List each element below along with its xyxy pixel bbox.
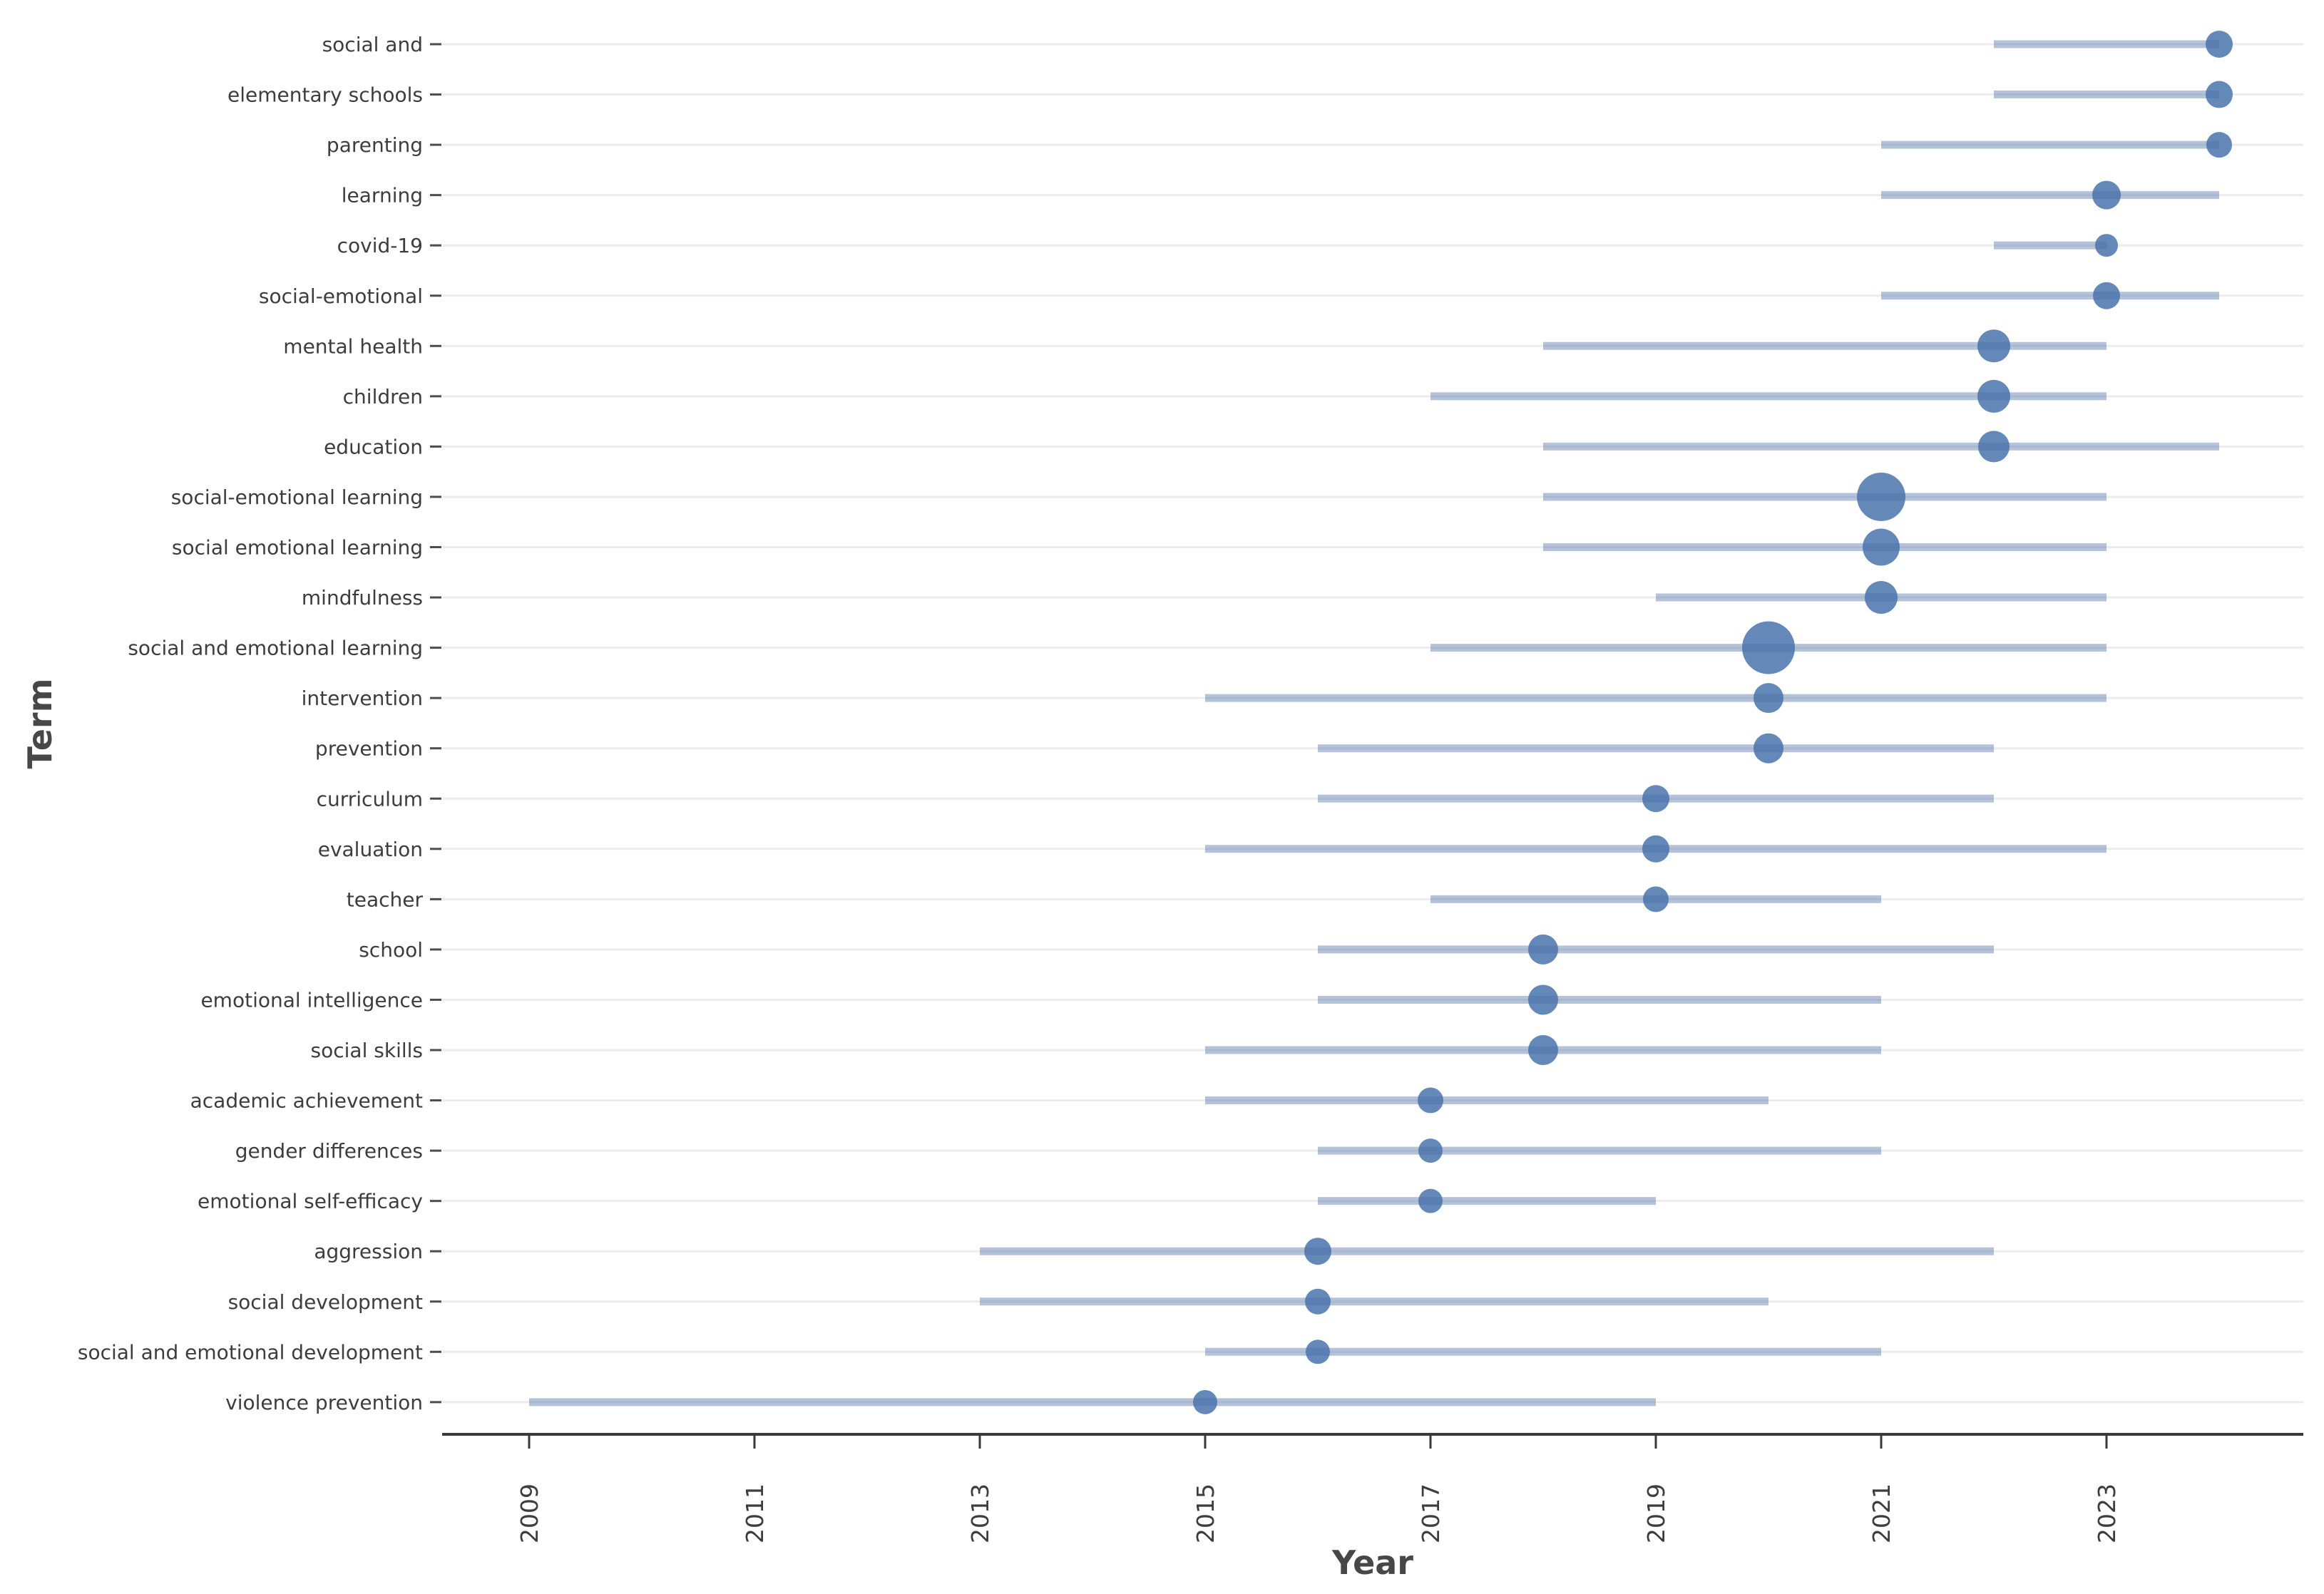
term-label: gender differences <box>235 1139 423 1163</box>
frequency-bubble <box>1977 329 2010 363</box>
bubbles-layer <box>1193 31 2233 1414</box>
term-label: mental health <box>283 334 423 358</box>
frequency-bubble <box>2206 81 2233 108</box>
term-label: children <box>343 385 423 408</box>
term-label: parenting <box>327 133 423 157</box>
term-label: education <box>324 435 423 458</box>
frequency-bubble <box>1528 1035 1558 1065</box>
frequency-bubble <box>2092 180 2121 210</box>
x-tick-label: 2017 <box>1417 1484 1445 1543</box>
term-label: social and <box>322 33 423 56</box>
frequency-bubble <box>1863 528 1900 566</box>
term-label: curriculum <box>317 787 423 811</box>
x-tick-label: 2009 <box>516 1484 543 1543</box>
frequency-bubble <box>1642 835 1669 863</box>
frequency-bubble <box>1306 1340 1330 1364</box>
term-label: social development <box>228 1290 423 1314</box>
frequency-bubble <box>1742 621 1795 674</box>
y-axis-layer: social and elementary schools parenting lea… <box>78 33 441 1414</box>
frequency-bubble <box>2206 132 2232 158</box>
term-label: social and emotional learning <box>128 637 423 660</box>
term-label: elementary schools <box>227 83 423 107</box>
term-label: covid-19 <box>337 234 423 257</box>
term-label: violence prevention <box>225 1391 423 1414</box>
frequency-bubble <box>1642 785 1669 813</box>
term-label: social and emotional development <box>78 1340 423 1364</box>
x-tick-label: 2023 <box>2093 1484 2121 1543</box>
term-label: aggression <box>314 1240 423 1263</box>
frequency-bubble <box>1418 1138 1443 1163</box>
term-label: social emotional learning <box>172 536 423 560</box>
frequency-bubble <box>1305 1288 1331 1315</box>
frequency-bubble <box>1528 934 1558 965</box>
term-label: mindfulness <box>302 586 423 610</box>
frequency-bubble <box>1304 1238 1331 1265</box>
x-tick-label: 2019 <box>1642 1484 1670 1543</box>
frequency-bubble <box>2095 234 2118 257</box>
frequency-bubble <box>2093 282 2120 309</box>
y-axis-title: Term <box>21 678 59 768</box>
frequency-bubble <box>1193 1389 1217 1414</box>
x-tick-label: 2015 <box>1192 1484 1219 1543</box>
term-label: evaluation <box>318 838 423 861</box>
term-label: academic achievement <box>190 1089 423 1113</box>
frequency-bubble <box>2206 31 2233 58</box>
term-label: emotional self-efficacy <box>198 1190 423 1213</box>
frequency-bubble <box>1418 1188 1443 1213</box>
frequency-bubble <box>1977 379 2010 413</box>
range-lines-layer <box>529 40 2219 1407</box>
frequency-bubble <box>1754 683 1783 714</box>
frequency-bubble <box>1978 431 2010 463</box>
x-tick-label: 2011 <box>741 1484 769 1543</box>
x-tick-label: 2013 <box>966 1484 994 1543</box>
term-label: intervention <box>302 687 423 710</box>
frequency-bubble <box>1528 984 1558 1015</box>
term-label: emotional intelligence <box>200 988 423 1012</box>
term-label: social-emotional learning <box>171 485 423 509</box>
frequency-bubble <box>1418 1087 1443 1114</box>
gridlines-layer <box>442 43 2303 1404</box>
frequency-bubble <box>1643 886 1669 912</box>
term-label: prevention <box>315 737 423 761</box>
term-label: teacher <box>347 888 424 911</box>
term-label: learning <box>342 184 423 207</box>
term-label: school <box>359 938 423 962</box>
x-axis-layer: 2009 2011 2013 2015 2017 2019 2021 2023 <box>442 1433 2303 1543</box>
x-axis-title: Year <box>1331 1543 1413 1582</box>
frequency-bubble <box>1865 581 1898 615</box>
term-label: social-emotional <box>259 284 423 308</box>
frequency-bubble <box>1754 733 1783 763</box>
x-tick-label: 2021 <box>1868 1484 1895 1543</box>
term-label: social skills <box>311 1039 423 1062</box>
frequency-bubble <box>1857 472 1905 521</box>
